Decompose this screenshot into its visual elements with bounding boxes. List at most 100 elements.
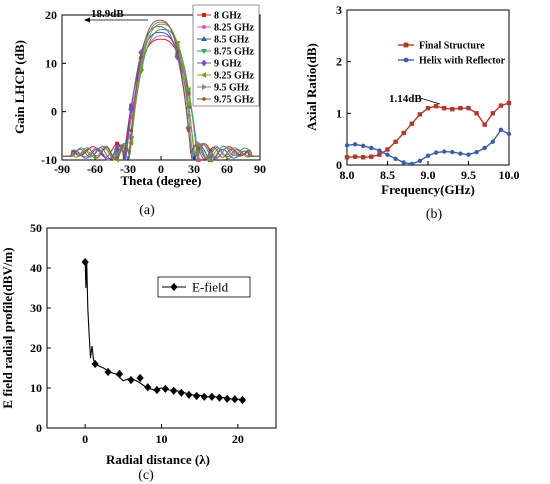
y-tick-label: 20 bbox=[45, 8, 57, 22]
gain-marker bbox=[114, 146, 120, 154]
ar-marker bbox=[393, 139, 398, 144]
x-tick-label: 20 bbox=[232, 432, 244, 446]
panel-c-x-axis-title: Radial distance (λ) bbox=[106, 452, 210, 467]
ar-marker bbox=[417, 112, 423, 117]
efield-marker bbox=[144, 383, 152, 392]
gain-marker bbox=[128, 106, 135, 114]
panel-a-y-axis-title: Gain LHCP (dB) bbox=[12, 40, 27, 134]
ar-marker bbox=[433, 150, 439, 155]
legend-swatch-marker bbox=[403, 57, 409, 63]
legend-label: 8.25 GHz bbox=[214, 23, 255, 34]
efield-marker bbox=[208, 392, 216, 401]
efield-marker bbox=[177, 388, 185, 397]
y-tick-label: 0 bbox=[51, 105, 57, 119]
ar-marker bbox=[433, 103, 439, 109]
x-tick-label: 90 bbox=[254, 162, 266, 176]
panel-a-series-lines bbox=[62, 19, 260, 163]
ar-marker bbox=[401, 160, 406, 165]
ar-marker bbox=[369, 145, 374, 151]
ar-marker bbox=[409, 161, 414, 167]
efield-marker bbox=[170, 386, 178, 395]
y-tick-label: 10 bbox=[30, 381, 42, 395]
panel-c-y-axis-title: E field radial profile(dBV/m) bbox=[0, 247, 15, 408]
gain-line-9-ghz bbox=[62, 26, 260, 161]
gain-marker bbox=[185, 100, 191, 107]
ar-marker bbox=[417, 158, 423, 164]
gain-marker bbox=[208, 148, 213, 152]
panel-c-series-lines bbox=[81, 257, 247, 405]
ar-marker bbox=[450, 107, 455, 112]
ar-marker bbox=[442, 149, 447, 154]
ar-marker bbox=[352, 142, 358, 147]
ar-marker bbox=[482, 145, 487, 151]
y-tick-label: 0 bbox=[36, 421, 42, 435]
panel-c-axis-ticks: 0 10 20 0 10 20 30 40 50 bbox=[30, 221, 244, 446]
efield-marker bbox=[81, 257, 89, 267]
legend-swatch-marker bbox=[201, 36, 207, 41]
efield-marker bbox=[193, 391, 201, 401]
panel-b-axial-ratio-chart: 8.0 8.5 9.0 9.5 10.0 0 1 2 3 Final Structure Heli… bbox=[304, 3, 520, 222]
legend-label: Final Structure bbox=[419, 41, 485, 52]
ar-marker bbox=[344, 143, 350, 148]
peak-annotation-label: 18.9dB bbox=[91, 8, 124, 20]
y-tick-label: 50 bbox=[30, 221, 42, 235]
efield-marker bbox=[200, 392, 208, 401]
efield-marker bbox=[91, 359, 99, 369]
x-tick-label: 8.5 bbox=[380, 168, 395, 182]
ar-marker bbox=[385, 152, 390, 157]
panel-a-axis-ticks: -90 -60 -30 0 30 60 90 -10 0 10 20 bbox=[41, 8, 266, 176]
efield-marker bbox=[185, 390, 193, 399]
legend-label: 9.25 GHz bbox=[214, 71, 255, 82]
legend-swatch-marker bbox=[201, 59, 207, 67]
ar-marker bbox=[498, 103, 504, 108]
legend-label: 8.75 GHz bbox=[214, 47, 255, 58]
panel-c-caption: (c) bbox=[138, 468, 154, 483]
x-tick-label: 30 bbox=[188, 162, 200, 176]
efield-marker bbox=[231, 395, 239, 404]
x-tick-label: 10 bbox=[156, 432, 168, 446]
legend-label: 8.5 GHz bbox=[214, 35, 250, 46]
ar-marker bbox=[474, 111, 479, 116]
ar-marker bbox=[425, 153, 431, 158]
legend-swatch-marker bbox=[403, 42, 409, 48]
ar-marker bbox=[458, 151, 463, 156]
y-tick-label: 2 bbox=[336, 55, 342, 69]
ar-marker bbox=[361, 143, 366, 149]
legend-swatch-marker bbox=[202, 13, 206, 17]
efield-marker bbox=[115, 369, 124, 379]
gain-marker bbox=[186, 128, 191, 133]
efield-marker bbox=[238, 395, 247, 405]
gain-marker bbox=[115, 141, 119, 146]
x-tick-label: -30 bbox=[120, 162, 136, 176]
gain-marker bbox=[139, 55, 144, 59]
panel-a-x-axis-title: Theta (degree) bbox=[121, 173, 202, 188]
legend-swatch-marker bbox=[202, 97, 206, 101]
panel-b-series-lines bbox=[344, 100, 512, 167]
gain-marker bbox=[186, 112, 192, 119]
gain-line-9.25-ghz bbox=[62, 23, 260, 161]
x-tick-label: 0 bbox=[82, 432, 88, 446]
x-tick-label: 9.5 bbox=[461, 168, 476, 182]
efield-marker bbox=[215, 393, 224, 402]
legend-label: 9 GHz bbox=[214, 59, 242, 70]
ar-marker bbox=[369, 154, 374, 159]
gain-marker bbox=[185, 87, 192, 93]
x-tick-label: 60 bbox=[221, 162, 233, 176]
x-tick-label: 0 bbox=[158, 162, 164, 176]
efield-marker bbox=[153, 385, 161, 395]
ar-marker bbox=[506, 100, 512, 106]
legend-swatch-marker bbox=[201, 49, 207, 54]
ar-marker bbox=[474, 149, 479, 155]
gain-marker bbox=[196, 140, 202, 147]
ar-marker bbox=[352, 154, 358, 159]
ar-marker bbox=[490, 139, 495, 144]
panel-b-x-axis-title: Frequency(GHz) bbox=[381, 182, 475, 197]
legend-box bbox=[192, 4, 260, 107]
ar-marker bbox=[490, 111, 495, 116]
y-tick-label: 10 bbox=[45, 56, 57, 70]
y-tick-label: -10 bbox=[41, 153, 57, 167]
panel-b-axis-ticks: 8.0 8.5 9.0 9.5 10.0 0 1 2 3 bbox=[336, 3, 520, 182]
gain-marker bbox=[207, 156, 213, 163]
